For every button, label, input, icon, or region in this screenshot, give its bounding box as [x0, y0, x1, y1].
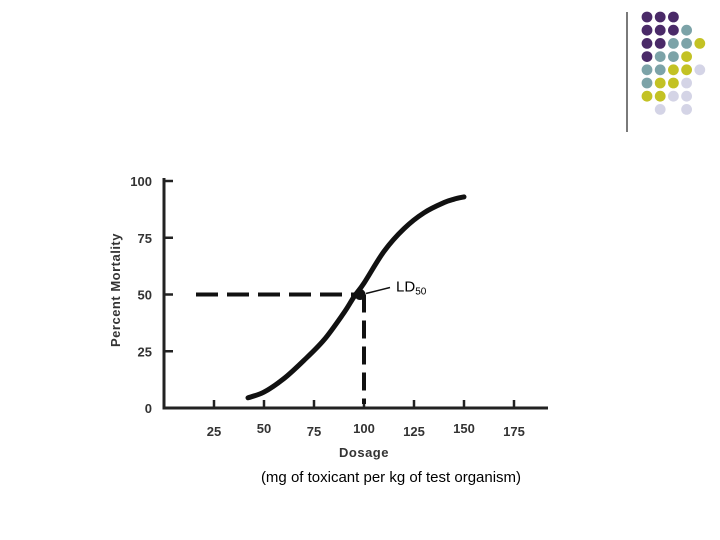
decorative-dot	[681, 104, 692, 115]
decorative-dot	[641, 90, 653, 102]
decorative-dot	[641, 38, 653, 49]
decorative-dot	[654, 51, 666, 62]
decorative-dot	[668, 90, 679, 102]
decorative-dot	[694, 38, 706, 49]
decorative-dot	[641, 11, 653, 23]
decorative-dot	[681, 64, 692, 76]
x-tick-label: 100	[353, 421, 375, 436]
ld50-label: LD50	[396, 279, 427, 298]
decorative-dot	[654, 104, 666, 115]
decorative-dot	[654, 38, 666, 49]
x-tick-label: 175	[503, 424, 525, 439]
decorative-dot	[668, 11, 679, 23]
x-tick-label: 50	[257, 421, 271, 436]
y-tick-label: 100	[130, 174, 152, 189]
y-tick-label: 0	[145, 401, 152, 416]
ld50-point	[354, 289, 366, 300]
decorative-dot	[641, 77, 653, 89]
units-caption: (mg of toxicant per kg of test organism)	[260, 469, 522, 486]
y-tick-label: 25	[138, 344, 152, 359]
x-tick-label: 125	[403, 424, 425, 439]
y-axis-title: Percent Mortality	[108, 233, 123, 347]
decorative-dot	[694, 64, 706, 76]
decorative-dot	[668, 51, 679, 62]
ld50-leader-line	[365, 286, 391, 295]
decorative-dot	[668, 77, 679, 89]
decorative-dot	[654, 77, 666, 89]
decorative-dot	[681, 24, 692, 36]
decorative-dot	[654, 90, 666, 102]
decorative-dot	[641, 24, 653, 36]
x-tick-label: 75	[307, 424, 321, 439]
decorative-dot	[681, 51, 692, 62]
x-axis-title: Dosage	[339, 445, 389, 460]
x-tick-label: 25	[207, 424, 221, 439]
decorative-dot	[641, 51, 653, 62]
y-tick-label: 50	[138, 288, 152, 303]
x-tick-label: 150	[453, 421, 475, 436]
ld50-marker	[354, 286, 391, 300]
decorative-dot	[681, 90, 692, 102]
decorative-dot-grid	[626, 11, 706, 132]
decorative-dot	[681, 38, 692, 49]
ld50-guide-lines	[196, 292, 366, 404]
decorative-dot	[668, 64, 679, 76]
decorative-dot	[654, 11, 666, 23]
decorative-dot	[668, 24, 679, 36]
chart-axes	[162, 178, 548, 410]
decorative-dot	[641, 64, 653, 76]
decorative-dot	[654, 64, 666, 76]
chart-labels: 0 25 50 75 100 25 50 75 100 125 150 175 Percent Mort…	[108, 174, 525, 460]
y-tick-label: 75	[138, 231, 152, 246]
decorative-dot	[681, 77, 692, 89]
decorative-dot	[654, 24, 666, 36]
decorative-dot	[668, 38, 679, 49]
